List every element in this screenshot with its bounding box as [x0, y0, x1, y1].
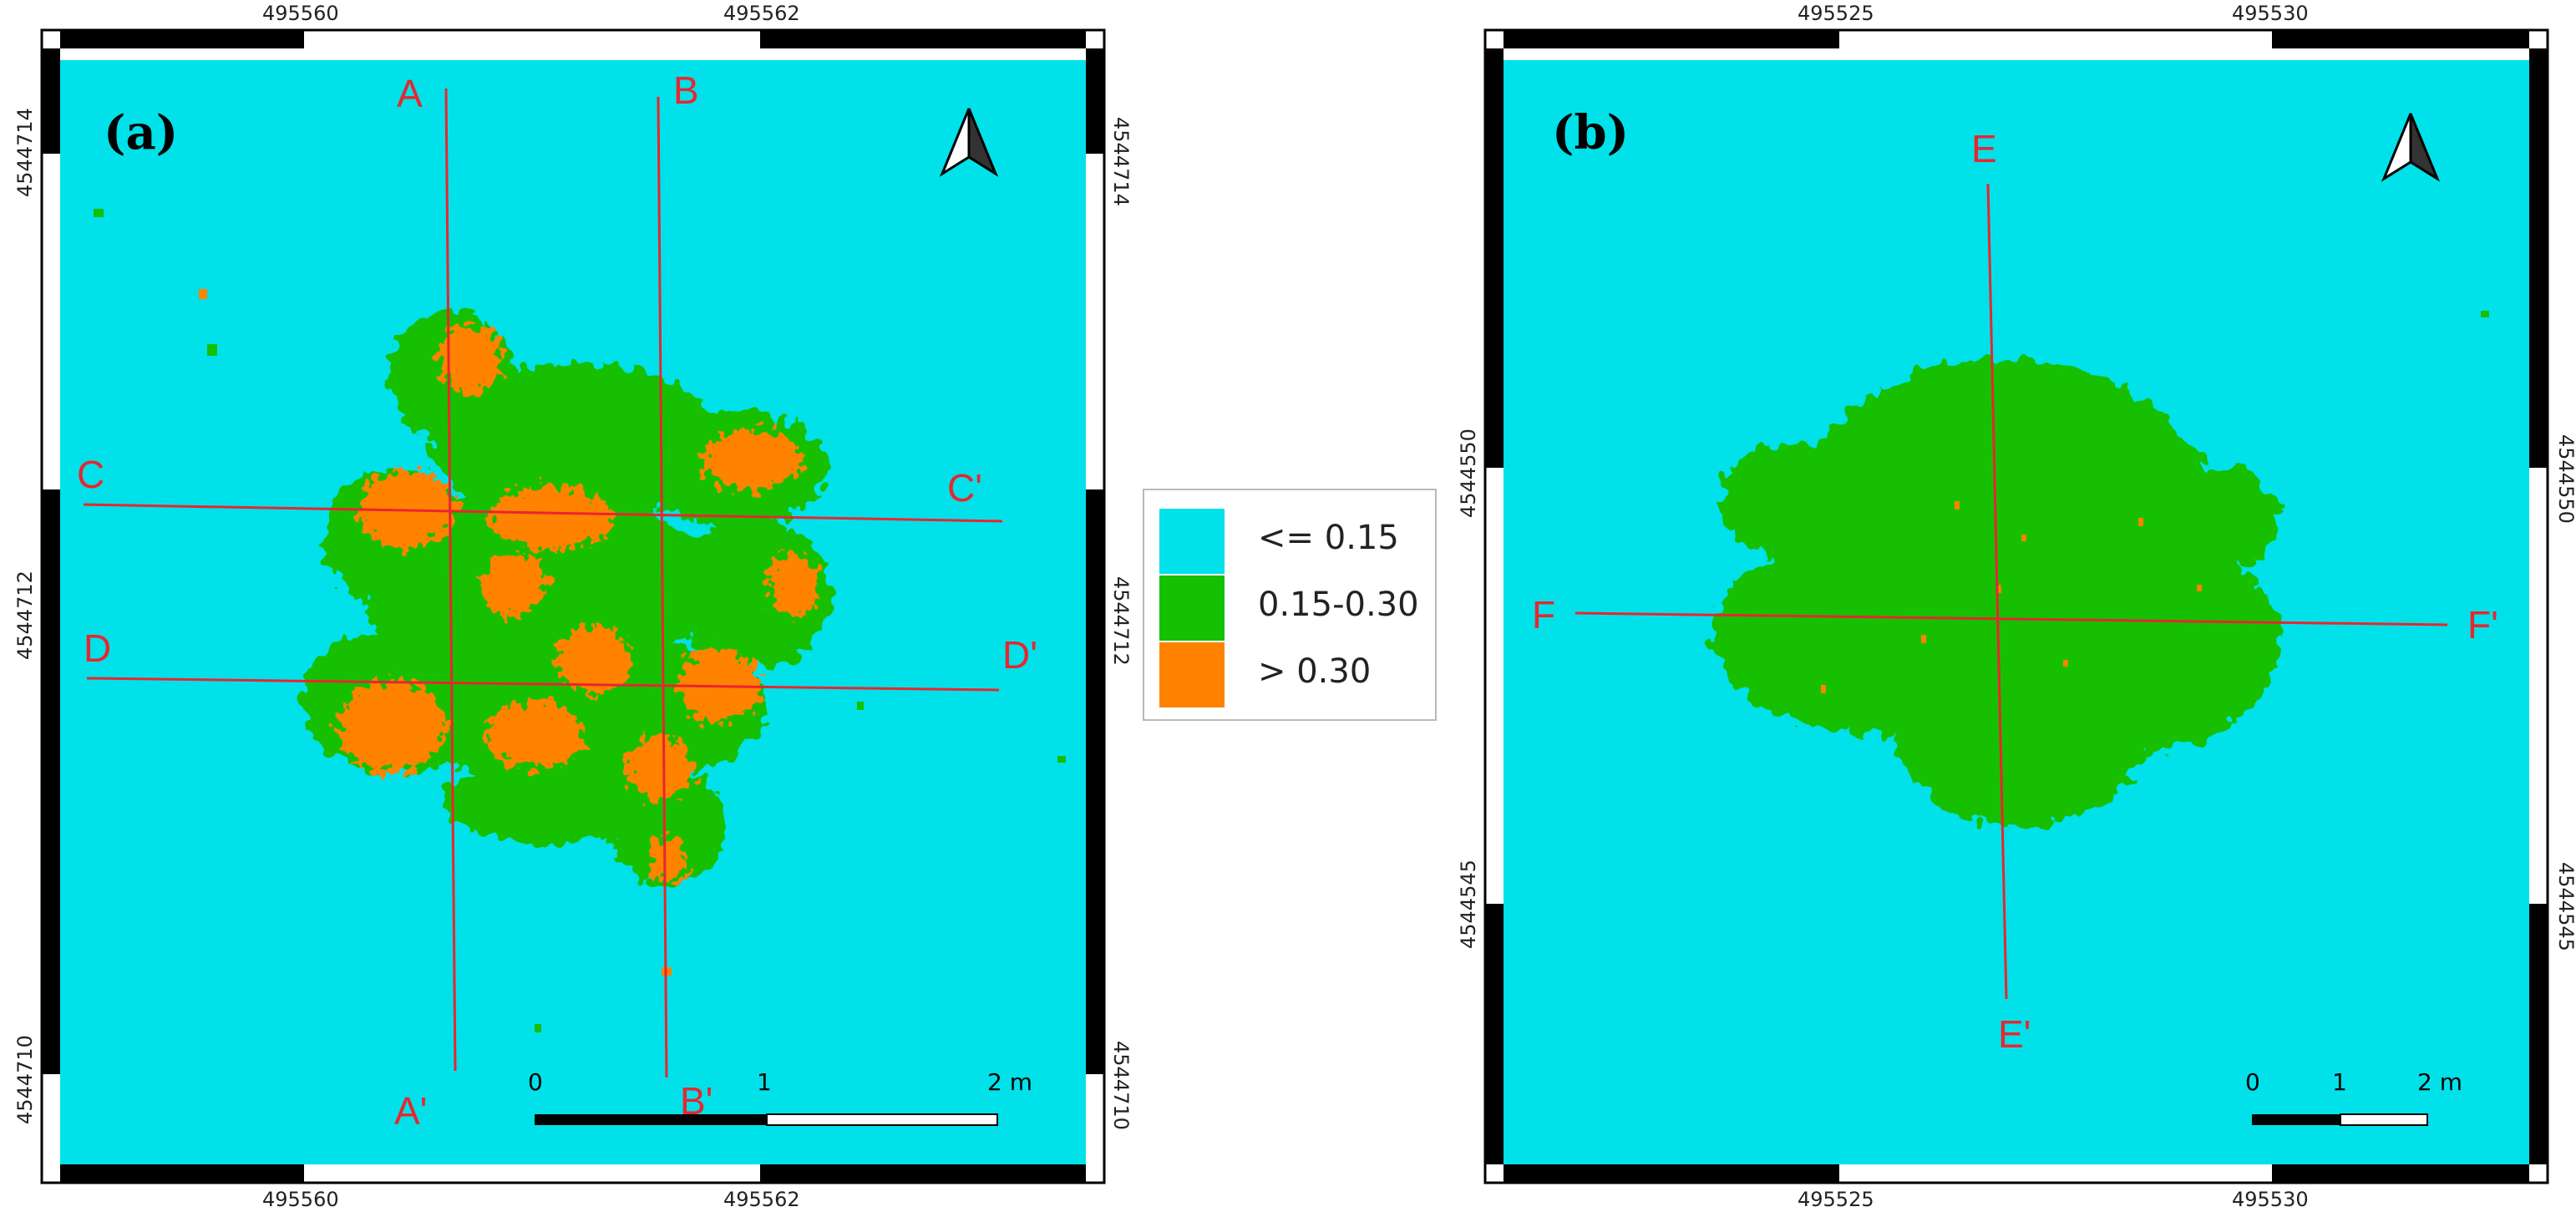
scale-label-0: 0 — [528, 1068, 543, 1096]
y-tick-left-2: 4544545 — [1457, 860, 1480, 949]
panel-a-section-lines — [83, 88, 1003, 1078]
y-tick-right-1: 4544550 — [2554, 434, 2576, 524]
section-label-d-start: D — [84, 626, 111, 670]
legend-swatch-low — [1159, 509, 1225, 574]
legend-item-high: > 0.30 — [1159, 642, 1435, 707]
legend: <= 0.15 0.15-0.30 > 0.30 — [1143, 489, 1437, 721]
section-label-e-start: E — [1971, 127, 1997, 170]
north-arrow-icon — [939, 108, 999, 177]
panel-b-high-speckles — [1821, 311, 2489, 693]
legend-swatch-high — [1159, 642, 1225, 707]
section-line-c — [83, 503, 1003, 523]
panel-b: E E' F F' (b) 0 1 2 m 495525 495530 4955… — [1457, 2, 2576, 1211]
panel-a-label: (a) — [104, 105, 178, 160]
panel-a: A A' B B' C C' D D' (a) 0 1 2 m 49556 — [13, 2, 1133, 1211]
section-label-a-end: A' — [394, 1089, 427, 1133]
scale-label-2m: 2 m — [2417, 1068, 2462, 1096]
legend-label-mid: 0.15-0.30 — [1258, 586, 1419, 624]
panel-a-high-class — [338, 324, 819, 884]
x-tick-bottom-2: 495562 — [723, 1188, 800, 1211]
y-tick-right-2: 4544545 — [2554, 862, 2576, 951]
scale-label-0: 0 — [2245, 1068, 2260, 1096]
scale-label-1: 1 — [757, 1068, 772, 1096]
y-tick-left-1: 4544714 — [13, 108, 37, 197]
x-tick-top-2: 495562 — [723, 2, 800, 25]
section-line-d — [86, 677, 1000, 692]
scale-label-2m: 2 m — [987, 1068, 1032, 1096]
section-line-a — [444, 88, 457, 1072]
legend-item-low: <= 0.15 — [1159, 509, 1435, 574]
section-label-f-start: F — [1532, 593, 1555, 636]
section-line-f — [1575, 611, 2448, 626]
legend-item-mid: 0.15-0.30 — [1159, 576, 1435, 641]
y-tick-right-3: 4544710 — [1109, 1041, 1133, 1130]
x-tick-bottom-2: 495530 — [2232, 1188, 2309, 1211]
legend-swatch-mid — [1159, 576, 1225, 641]
section-label-e-end: E' — [1998, 1012, 2031, 1056]
panel-b-section-lines — [1575, 183, 2448, 1000]
panel-b-mid-class — [1712, 359, 2280, 827]
panel-a-scale-bar: 0 1 2 m — [528, 1068, 1032, 1126]
x-tick-top-1: 495525 — [1798, 2, 1874, 25]
section-line-b — [657, 96, 668, 1078]
y-tick-left-3: 4544710 — [13, 1035, 37, 1124]
x-tick-bottom-1: 495560 — [262, 1188, 339, 1211]
section-label-f-end: F' — [2467, 603, 2498, 647]
north-arrow-icon — [2381, 113, 2441, 182]
section-label-c-end: C' — [947, 466, 982, 510]
x-tick-bottom-1: 495525 — [1798, 1188, 1874, 1211]
section-label-c-start: C — [77, 453, 104, 496]
panel-a-raster — [60, 60, 1086, 1164]
section-line-e — [1986, 183, 2008, 1000]
legend-label-low: <= 0.15 — [1258, 519, 1399, 557]
section-label-b-start: B — [673, 68, 699, 112]
section-label-d-end: D' — [1002, 633, 1037, 677]
section-label-a-start: A — [397, 72, 423, 115]
y-tick-left-2: 4544712 — [13, 571, 37, 660]
y-tick-right-1: 4544714 — [1109, 117, 1133, 206]
x-tick-top-1: 495560 — [262, 2, 339, 25]
legend-label-high: > 0.30 — [1258, 652, 1372, 691]
y-tick-left-1: 4544550 — [1457, 429, 1480, 518]
y-tick-right-2: 4544712 — [1109, 576, 1133, 666]
panel-b-scale-bar: 0 1 2 m — [2245, 1068, 2462, 1126]
scale-label-1: 1 — [2332, 1068, 2347, 1096]
x-tick-top-2: 495530 — [2232, 2, 2309, 25]
panel-b-raster — [1504, 60, 2529, 1164]
panel-b-label: (b) — [1552, 105, 1629, 160]
